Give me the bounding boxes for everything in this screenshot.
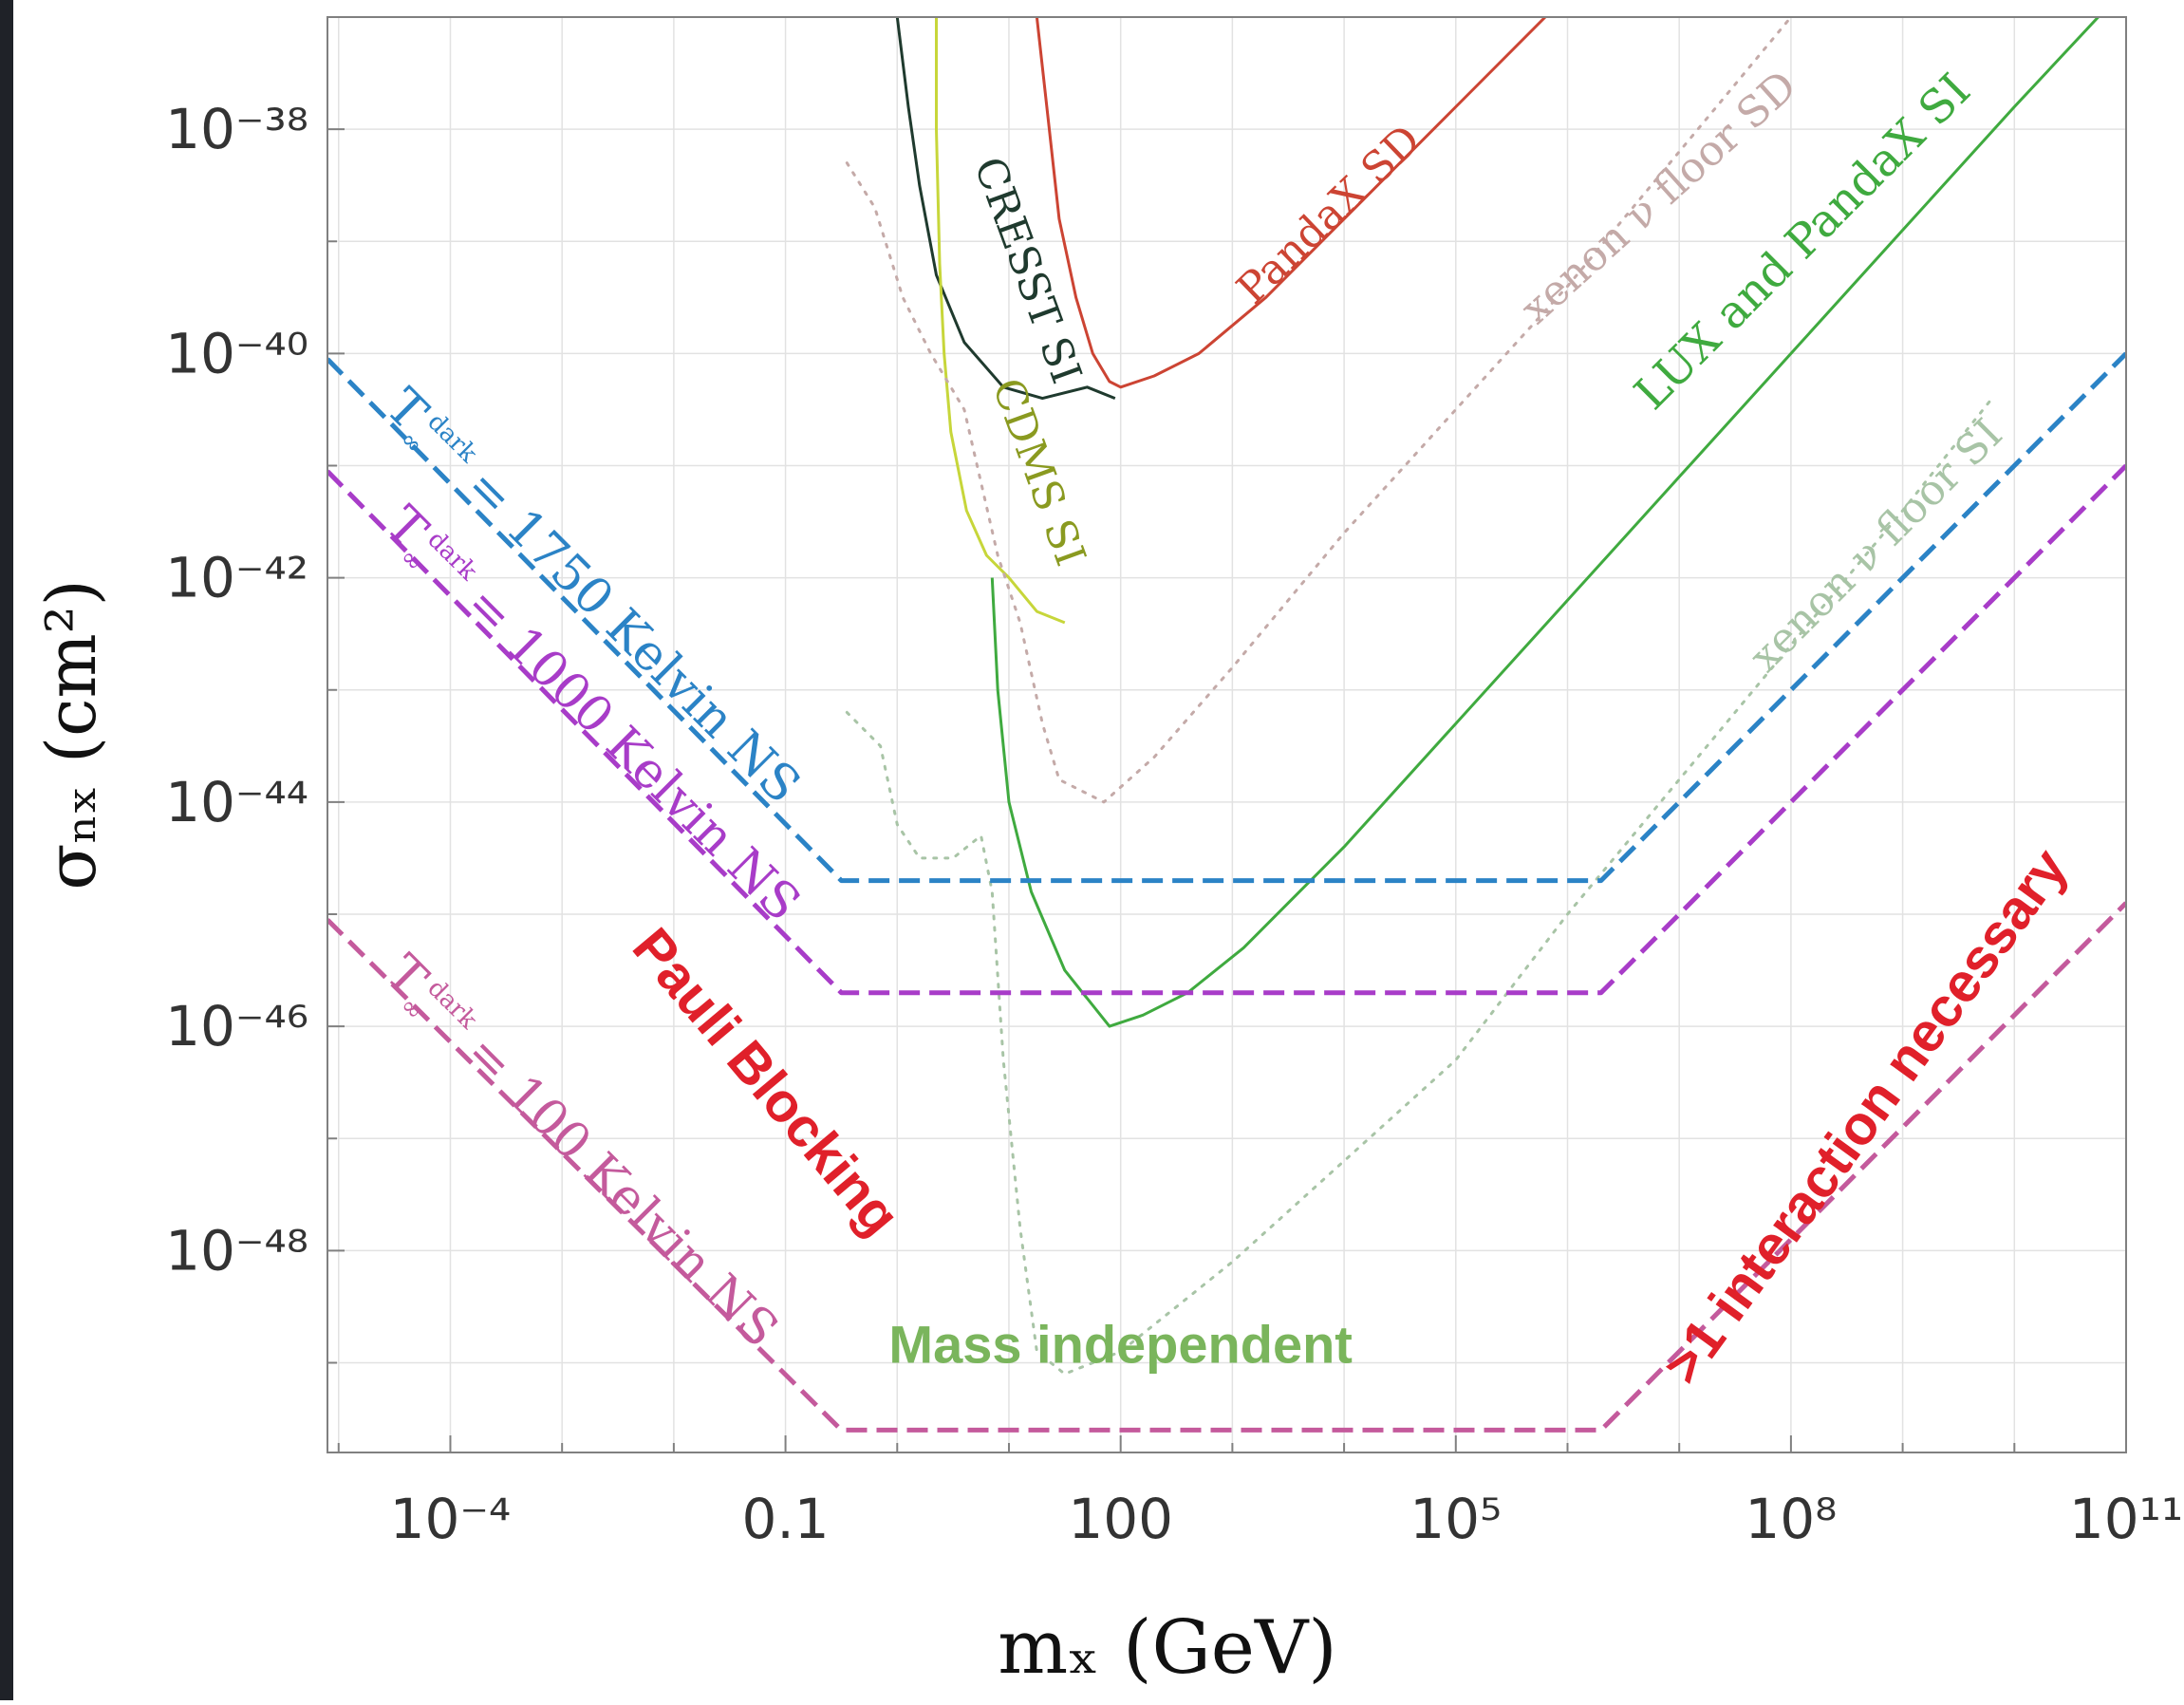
x-tick-label: 10¹¹ — [2069, 1487, 2183, 1551]
x-tick-label: 0.1 — [741, 1487, 829, 1551]
data-series — [327, 17, 2126, 1433]
y-axis-label: σₙₓ (cm²) — [31, 579, 111, 890]
series-line-xenon-floor-si — [845, 397, 1994, 1376]
x-tick-label: 100 — [1068, 1487, 1173, 1551]
x-tick-label: 10⁵ — [1409, 1487, 1502, 1551]
axis-ticks: 10⁻⁴ 0.1 100 10⁵ 10⁸ 10¹¹ 10⁻³⁸ 10⁻⁴⁰ 10⁻⁴² 10⁻⁴⁴… — [165, 16, 2183, 1551]
dark-left-border — [0, 0, 13, 1700]
x-axis-label: mₓ (GeV) — [998, 1605, 1336, 1691]
series-line-cdms-si — [935, 17, 1066, 625]
y-tick-label: 10⁻³⁸ — [165, 97, 308, 161]
x-tick-label: 10⁻⁴ — [390, 1487, 512, 1551]
y-tick-label: 10⁻⁴⁴ — [165, 770, 308, 834]
series-line-cresst-si — [895, 17, 1116, 401]
annotation-mass-independent: Mass independent — [888, 1315, 1353, 1375]
series-line-lux-and-pandax-si — [990, 17, 2100, 1028]
series-line-t-dark-100-kelvin-ns — [327, 901, 2126, 1433]
series-line-xenon-floor-sd — [845, 17, 1793, 804]
y-tick-label: 10⁻⁴⁰ — [165, 321, 308, 385]
series-line-t-dark-1750-kelvin-ns — [327, 351, 2126, 884]
x-tick-label: 10⁸ — [1745, 1487, 1837, 1551]
plot-background — [327, 17, 2126, 1452]
series-line-pandax-sd — [1035, 17, 1547, 389]
series-line-t-dark-1000-kelvin-ns — [327, 463, 2126, 996]
plot-frame — [327, 16, 2127, 1453]
grid-lines — [327, 16, 2127, 1452]
y-tick-label: 10⁻⁴⁸ — [165, 1218, 308, 1283]
y-tick-label: 10⁻⁴² — [165, 546, 308, 610]
y-tick-label: 10⁻⁴⁶ — [165, 994, 308, 1059]
